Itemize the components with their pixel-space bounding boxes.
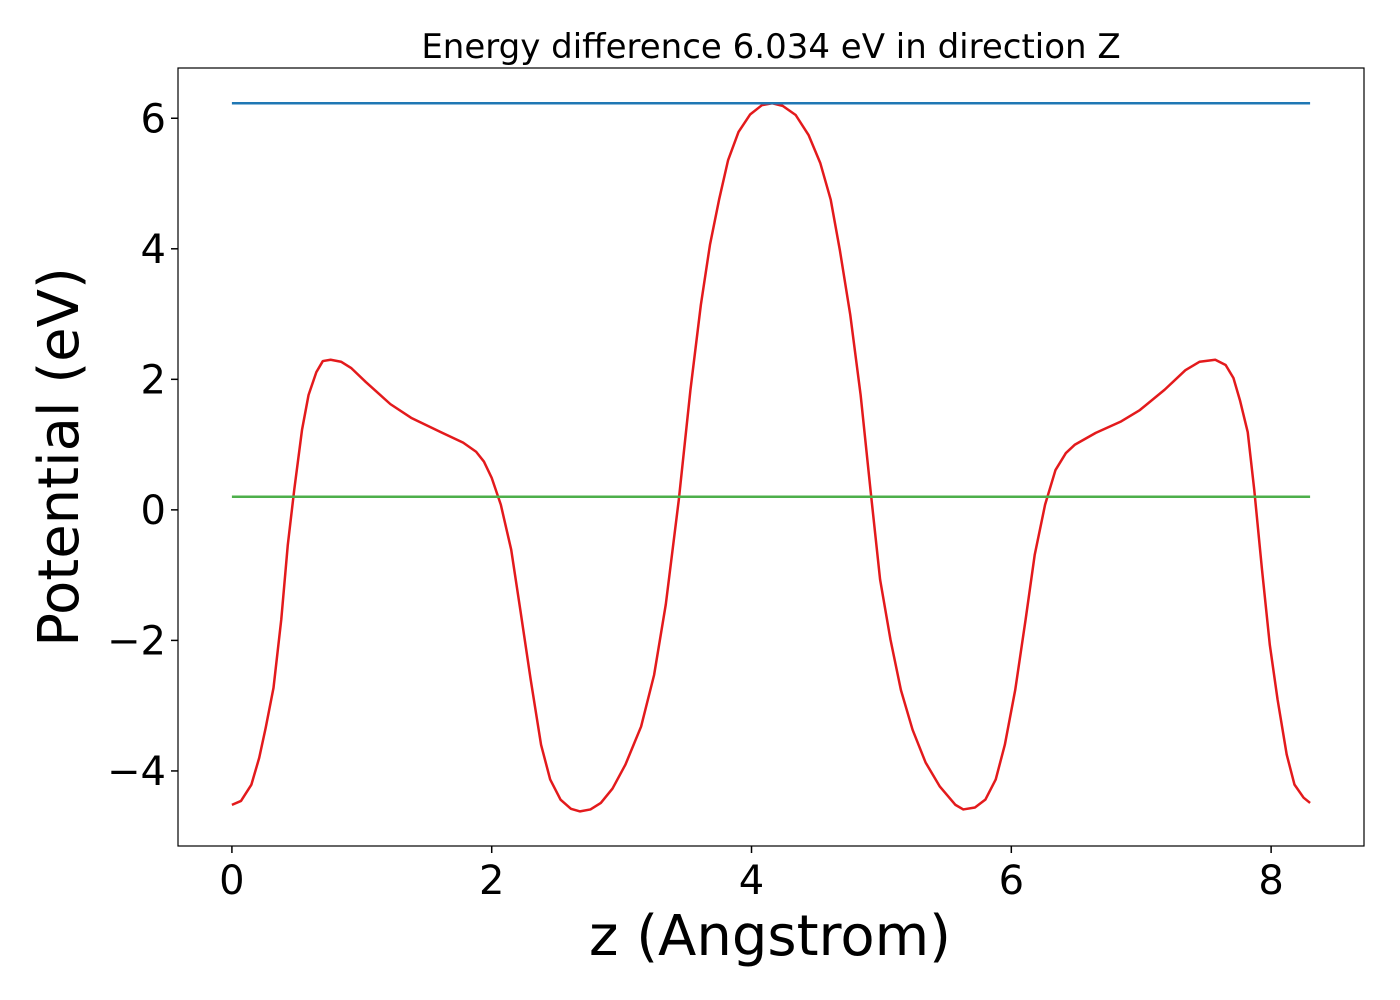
x-tick-label: 6 <box>999 858 1024 904</box>
x-tick-label: 8 <box>1258 858 1283 904</box>
y-tick-label: 2 <box>141 357 166 403</box>
y-tick-label: −4 <box>107 749 166 795</box>
y-tick-label: 6 <box>141 96 166 142</box>
line-series <box>231 101 1311 813</box>
plot-frame <box>177 67 1365 847</box>
y-tick-label: 4 <box>141 227 166 273</box>
x-axis-label: z (Angstrom) <box>589 904 951 969</box>
x-tick-label: 2 <box>479 858 504 904</box>
y-tick-label: 0 <box>141 488 166 534</box>
y-tick-label: −2 <box>107 618 166 664</box>
x-tick-label: 0 <box>219 858 244 904</box>
y-axis-label: Potential (eV) <box>27 267 92 647</box>
chart-title: Energy difference 6.034 eV in direction … <box>421 27 1120 67</box>
x-tick-label: 4 <box>739 858 764 904</box>
